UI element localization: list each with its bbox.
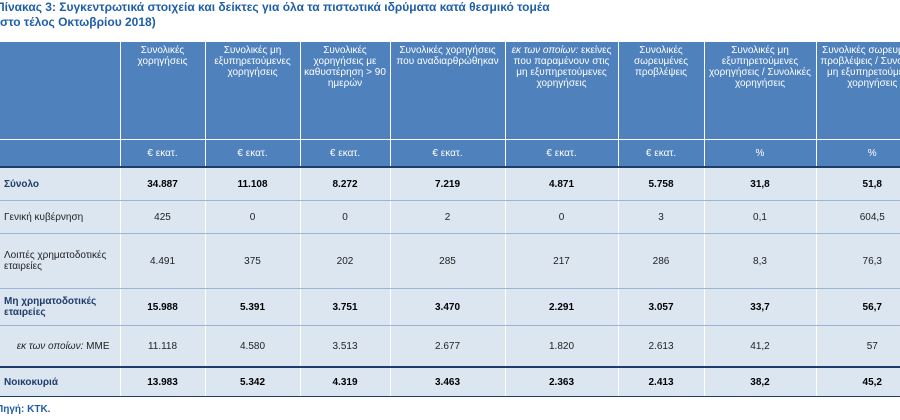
table-cell: 5.342 [204,366,300,397]
table-cell: 0 [299,200,390,234]
unit-cell: % [815,139,900,168]
units-row: € εκατ. € εκατ. € εκατ. € εκατ. € εκατ. … [0,139,900,168]
unit-cell: € εκατ. [389,139,505,168]
row-label: Νοικοκυριά [0,366,120,397]
header-restructured-npl: εκ των οποίων: εκείνες που παραμένουν στ… [504,42,618,140]
header-total-loans: Συνολικές χορηγήσεις [119,42,205,140]
table-cell: 57 [815,325,900,368]
table-cell: 13.983 [119,366,205,397]
row-label: Λοιπές χρηματοδοτικές εταιρείες [0,233,120,289]
table-cell: 2.363 [504,366,618,397]
unit-cell: € εκατ. [504,139,618,168]
table-cell: 0 [204,200,300,234]
table-cell: 3 [617,200,704,234]
row-label: Μη χρηματοδοτικές εταιρείες [0,288,120,326]
unit-cell: % [703,139,816,168]
table-cell: 0,1 [703,200,816,234]
header-corner [0,42,120,140]
header-past-due-90: Συνολικές χορηγήσεις με καθυστέρηση > 90… [299,42,390,140]
table-row-sme: εκ των οποίων: ΜΜΕ 11.118 4.580 3.513 2.… [0,325,900,368]
table-cell: 2.613 [617,325,704,368]
header-coverage-ratio: Συνολικές σωρευμένες προβλέψεις / Συνολι… [815,42,900,140]
header-provisions: Συνολικές σωρευμένες προβλέψεις [617,42,704,140]
row-label-prefix: εκ των οποίων: [16,340,84,352]
table-cell: 2 [389,200,505,234]
table-cell: 3.470 [389,288,505,326]
table-cell: 11.118 [119,325,205,368]
table-cell: 33,7 [703,288,816,326]
table-title-line2: (στο τέλος Οκτωβρίου 2018) [0,15,156,29]
table-cell: 4.580 [204,325,300,368]
table-cell: 31,8 [703,167,816,201]
table-row-non-financial: Μη χρηματοδοτικές εταιρείες 15.988 5.391… [0,288,900,326]
table-cell: 3.751 [299,288,390,326]
table-cell: 375 [204,233,300,289]
header-npl-ratio: Συνολικές μη εξυπηρετούμενες χορηγήσεις … [703,42,816,140]
header-total-npl: Συνολικές μη εξυπηρετούμενες χορηγήσεις [204,42,300,140]
table-cell: 0 [504,200,618,234]
row-label: Σύνολο [0,167,120,201]
row-label-text: ΜΜΕ [86,340,110,352]
unit-cell: € εκατ. [299,139,390,168]
table-cell: 2.291 [504,288,618,326]
table-cell: 202 [299,233,390,289]
unit-cell: € εκατ. [617,139,704,168]
table-cell: 38,2 [703,366,816,397]
indicators-table: Συνολικές χορηγήσεις Συνολικές μη εξυπηρ… [0,42,900,397]
header-row: Συνολικές χορηγήσεις Συνολικές μη εξυπηρ… [0,42,900,140]
table-cell: 5.758 [617,167,704,201]
table-cell: 5.391 [204,288,300,326]
table-cell: 76,3 [815,233,900,289]
table-cell: 1.820 [504,325,618,368]
table-cell: 2.413 [617,366,704,397]
table-cell: 425 [119,200,205,234]
table-cell: 604,5 [815,200,900,234]
table-cell: 8.272 [299,167,390,201]
table-cell: 34.887 [119,167,205,201]
table-cell: 7.219 [389,167,505,201]
table-title: Πίνακας 3: Συγκεντρωτικά στοιχεία και δε… [0,0,900,30]
row-label: εκ των οποίων: ΜΜΕ [0,325,120,368]
table-cell: 45,2 [815,366,900,397]
table-cell: 4.871 [504,167,618,201]
unit-cell: € εκατ. [204,139,300,168]
unit-cell: € εκατ. [119,139,205,168]
table-cell: 41,2 [703,325,816,368]
table-title-line1: Πίνακας 3: Συγκεντρωτικά στοιχεία και δε… [0,0,550,14]
table-row-other-financial: Λοιπές χρηματοδοτικές εταιρείες 4.491 37… [0,233,900,289]
table-cell: 3.057 [617,288,704,326]
table-row-general-government: Γενική κυβέρνηση 425 0 0 2 0 3 0,1 604,5 [0,200,900,234]
table-cell: 3.513 [299,325,390,368]
table-cell: 4.319 [299,366,390,397]
row-label: Γενική κυβέρνηση [0,200,120,234]
units-corner [0,139,120,168]
table-cell: 286 [617,233,704,289]
table-cell: 11.108 [204,167,300,201]
table-cell: 2.677 [389,325,505,368]
header-restructured: Συνολικές χορηγήσεις που αναδιαρθρώθηκαν [389,42,505,140]
table-row-households: Νοικοκυριά 13.983 5.342 4.319 3.463 2.36… [0,366,900,397]
table-cell: 15.988 [119,288,205,326]
table-cell: 51,8 [815,167,900,201]
source-note: Πηγή: ΚΤΚ. [0,404,51,415]
table-cell: 4.491 [119,233,205,289]
table-cell: 8,3 [703,233,816,289]
table-row-total: Σύνολο 34.887 11.108 8.272 7.219 4.871 5… [0,167,900,201]
table-cell: 3.463 [389,366,505,397]
table-cell: 56,7 [815,288,900,326]
table-cell: 217 [504,233,618,289]
table-cell: 285 [389,233,505,289]
